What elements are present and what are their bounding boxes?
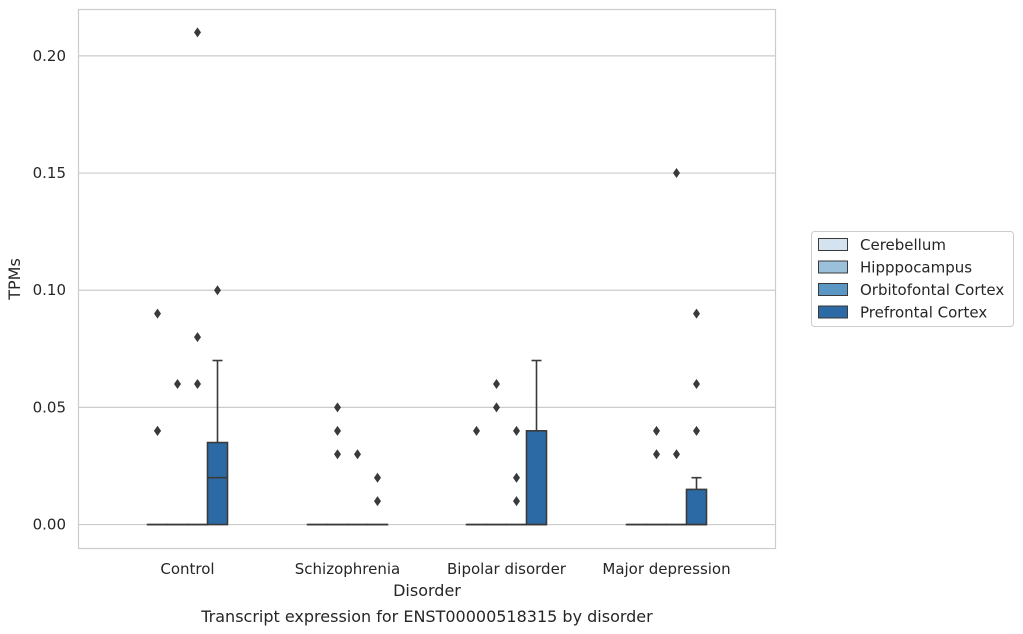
outlier-point [513,472,520,483]
box-orbitofontal-cortex [346,449,369,526]
outlier-point [493,378,500,389]
box-iqr [525,430,548,526]
outlier-point [174,378,181,389]
plot-area-frame [77,8,777,550]
box-prefrontal-cortex [525,359,548,526]
x-tick-labels: Control Schizophrenia Bipolar disorder Majo… [160,560,730,578]
box-orbitofontal-cortex [186,27,209,526]
outlier-point [194,27,201,38]
y-tick-label: 0.10 [33,281,66,299]
outlier-point [693,378,700,389]
box-cerebellum [146,308,169,526]
box-cerebellum [465,425,488,526]
legend-swatch [818,260,848,274]
outlier-point [513,496,520,507]
outlier-point [334,449,341,460]
outlier-point [334,402,341,413]
box-plot-series [146,27,708,526]
box-hipppocampus [645,425,668,526]
legend-swatch [818,305,848,319]
outlier-point [493,402,500,413]
outlier-point [653,449,660,460]
outlier-point [154,308,161,319]
outlier-point [693,308,700,319]
y-axis-label: TPMs [5,258,24,301]
outlier-point [194,332,201,343]
box-prefrontal-cortex [366,472,389,526]
outlier-point [194,378,201,389]
outlier-point [354,449,361,460]
legend-label: Hipppocampus [860,259,972,277]
x-axis-label: Disorder [393,581,461,600]
outlier-point [374,472,381,483]
box-hipppocampus [166,378,189,526]
box-hipppocampus [326,402,349,526]
legend: Cerebellum Hipppocampus Orbitofontal Corte… [811,231,1014,327]
legend-label: Prefrontal Cortex [860,304,987,322]
x-tick-label: Control [160,560,214,578]
outlier-point [214,285,221,296]
outlier-point [154,425,161,436]
y-tick-label: 0.15 [33,164,66,182]
box-prefrontal-cortex [206,285,229,526]
outlier-point [673,168,680,179]
legend-label: Orbitofontal Cortex [860,281,1004,299]
y-gridlines [78,55,775,526]
box-hipppocampus [485,378,508,526]
box-iqr [685,488,708,526]
outlier-point [693,425,700,436]
legend-swatch [818,283,848,296]
legend-frame [811,231,1014,327]
box-prefrontal-cortex [685,308,708,526]
outlier-point [374,496,381,507]
y-tick-label: 0.00 [33,516,66,534]
y-tick-label: 0.20 [33,47,66,65]
outlier-point [473,425,480,436]
outlier-point [513,425,520,436]
x-tick-label: Bipolar disorder [447,560,567,578]
x-tick-label: Major depression [602,560,730,578]
legend-swatch [818,238,848,251]
legend-label: Cerebellum [860,236,946,254]
outlier-point [653,425,660,436]
box-orbitofontal-cortex [665,168,688,526]
chart-caption: Transcript expression for ENST0000051831… [200,607,653,626]
box-iqr [206,441,229,526]
y-tick-label: 0.05 [33,398,66,416]
box-orbitofontal-cortex [505,425,528,526]
outlier-point [673,449,680,460]
outlier-point [334,425,341,436]
y-tick-labels: 0.00 0.05 0.10 0.15 0.20 [33,47,66,534]
x-tick-label: Schizophrenia [295,560,400,578]
